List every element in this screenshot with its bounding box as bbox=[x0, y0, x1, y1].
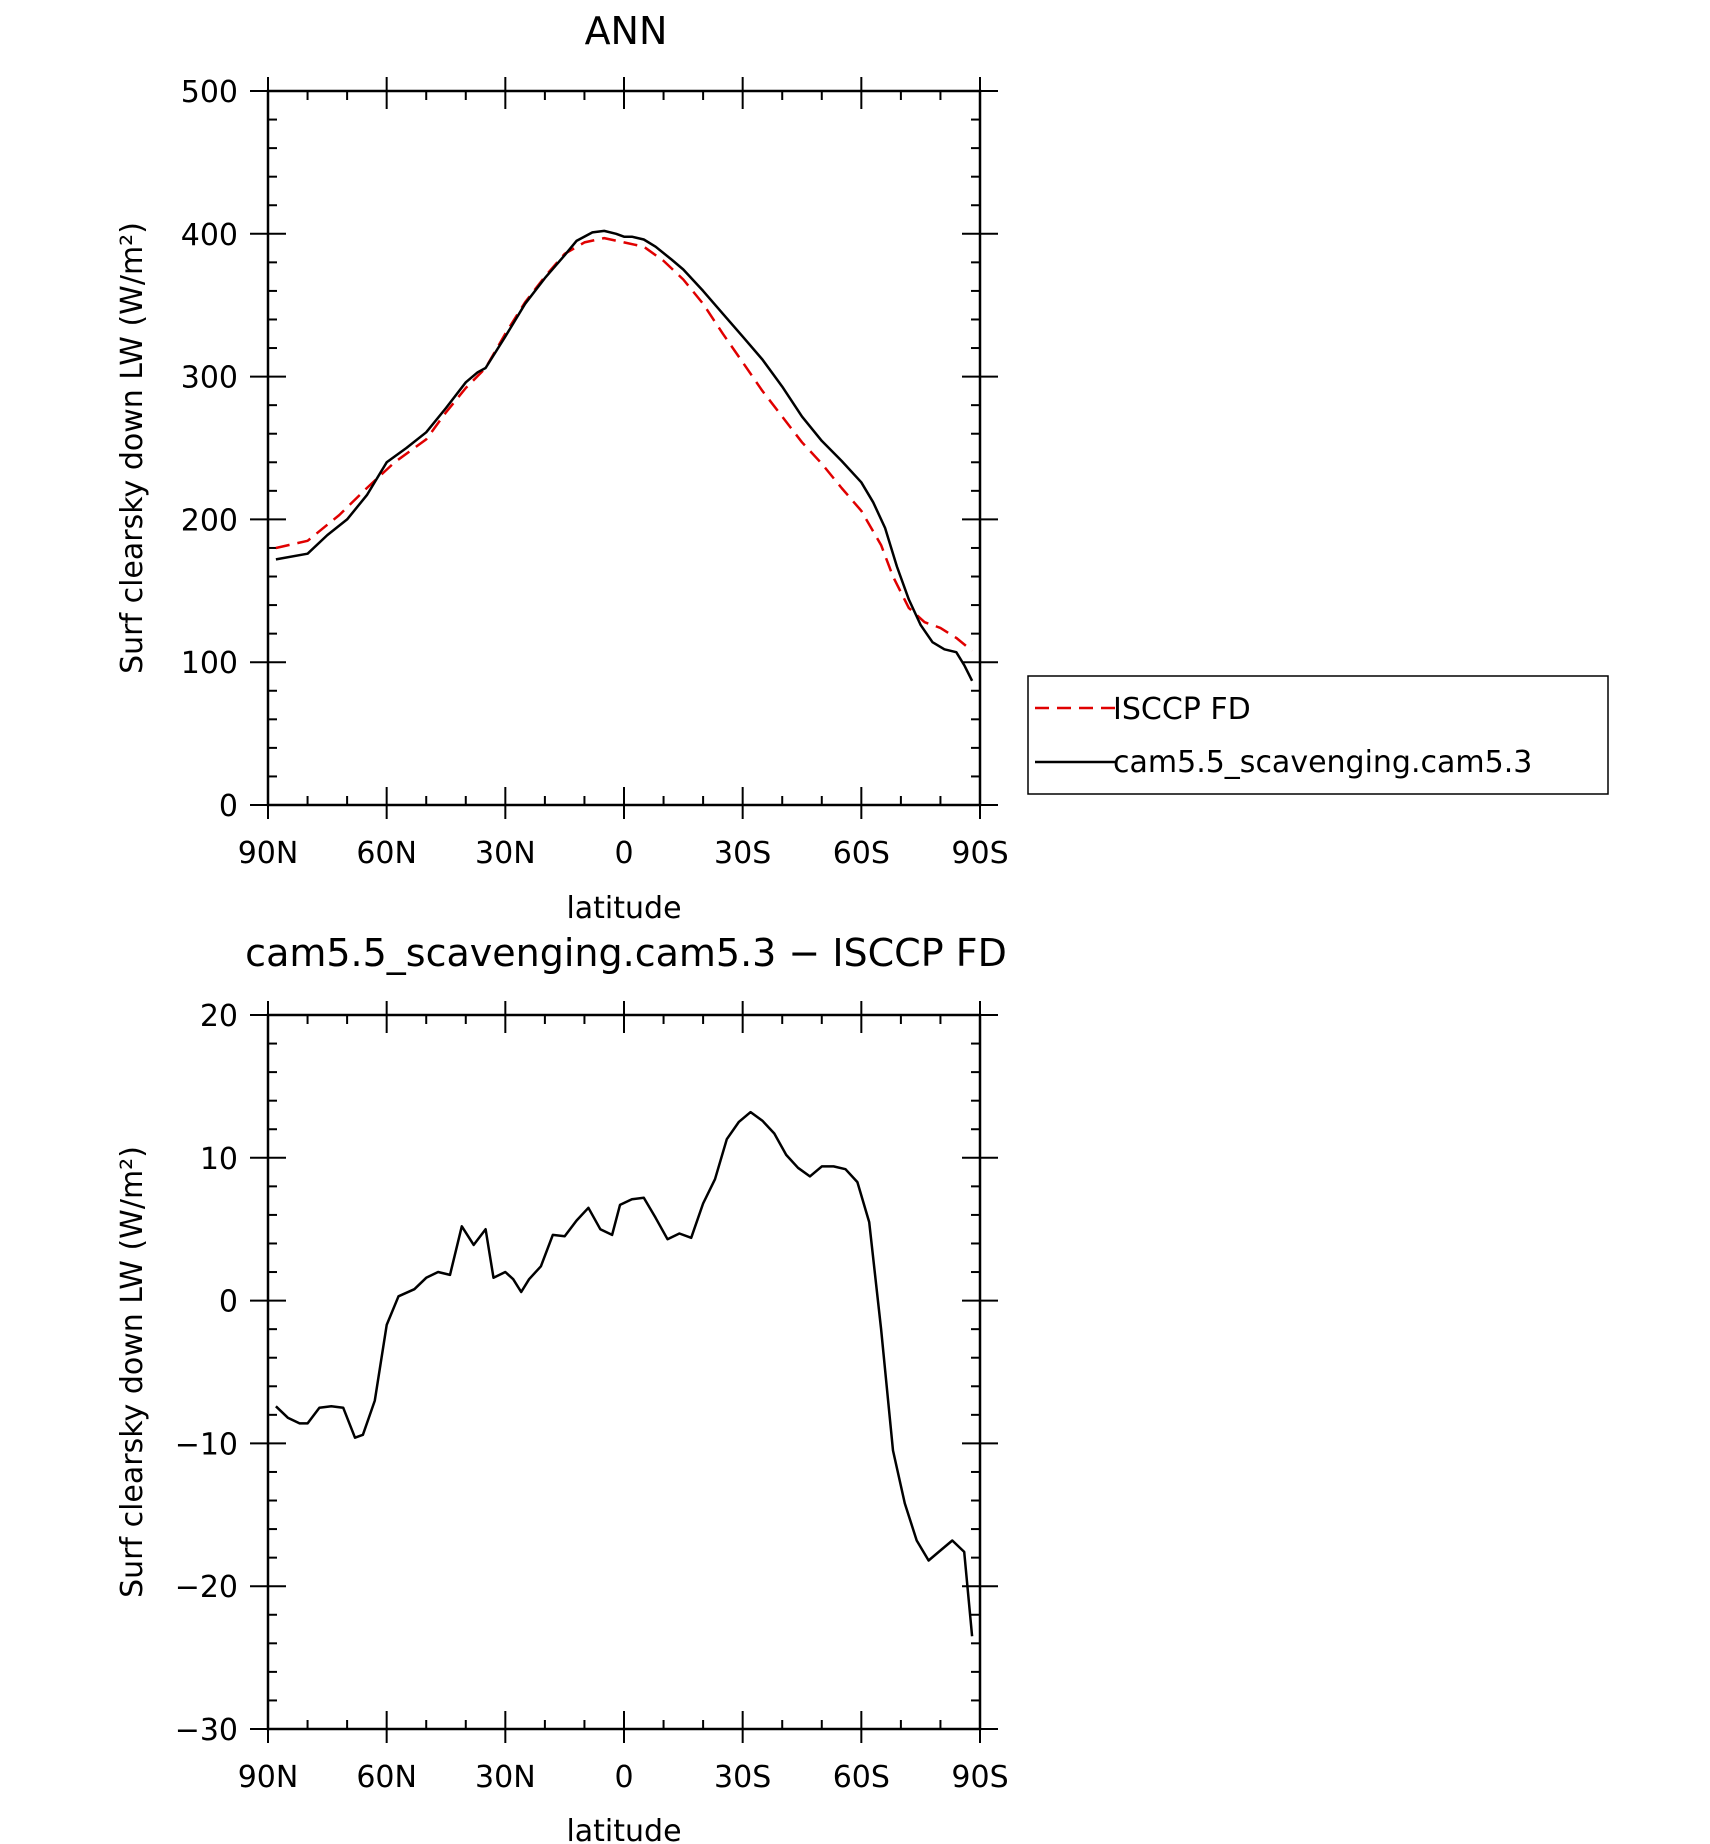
bottom-x-tick-label: 60S bbox=[833, 1760, 890, 1795]
top-x-tick-label: 90N bbox=[238, 836, 299, 871]
legend-label-isccp: ISCCP FD bbox=[1113, 692, 1251, 727]
bottom-x-axis-label: latitude bbox=[566, 1814, 681, 1844]
top-plot-frame bbox=[266, 89, 982, 807]
top-x-axis-label: latitude bbox=[566, 891, 681, 926]
bottom-y-tick-label: −20 bbox=[175, 1570, 238, 1605]
top-x-tick-label: 0 bbox=[614, 836, 633, 871]
bottom-plot-group: 90N 60N 30N 0 30S 60S 90S −30 −20 −10 0 10 20 bbox=[175, 999, 1009, 1795]
top-plot-group: 90N 60N 30N 0 30S 60S 90S 0 100 200 300 400 500 bbox=[181, 75, 1009, 871]
legend: ISCCP FD cam5.5_scavenging.cam5.3 bbox=[1027, 675, 1609, 795]
bottom-y-tick-label: −10 bbox=[175, 1427, 238, 1462]
bottom-x-tick-label: 90S bbox=[951, 1760, 1008, 1795]
bottom-panel: cam5.5_scavenging.cam5.3 − ISCCP FD 90N 6… bbox=[115, 931, 1009, 1844]
bottom-x-tick-label: 30S bbox=[714, 1760, 771, 1795]
top-x-tick-label: 30S bbox=[714, 836, 771, 871]
top-title: ANN bbox=[585, 9, 668, 53]
top-x-tick-label: 60S bbox=[833, 836, 890, 871]
top-ticks bbox=[250, 77, 998, 819]
bottom-tick-labels: 90N 60N 30N 0 30S 60S 90S −30 −20 −10 0 10 20 bbox=[175, 999, 1009, 1795]
bottom-lines bbox=[275, 1110, 974, 1637]
bottom-y-axis-label: Surf clearsky down LW (W/m²) bbox=[115, 1146, 150, 1598]
top-y-axis-label: Surf clearsky down LW (W/m²) bbox=[115, 222, 150, 674]
bottom-series-cam-line bbox=[275, 1110, 974, 1637]
bottom-y-tick-label: 0 bbox=[219, 1285, 238, 1320]
bottom-plot-frame bbox=[266, 1013, 982, 1731]
legend-box bbox=[1027, 675, 1609, 795]
bottom-y-tick-label: 20 bbox=[200, 999, 238, 1034]
bottom-x-tick-label: 90N bbox=[238, 1760, 299, 1795]
top-lines bbox=[275, 229, 974, 682]
top-x-tick-label: 60N bbox=[356, 836, 417, 871]
top-y-tick-label: 500 bbox=[181, 75, 238, 110]
bottom-title: cam5.5_scavenging.cam5.3 − ISCCP FD bbox=[245, 931, 1007, 975]
top-y-tick-label: 0 bbox=[219, 789, 238, 824]
top-series-isccp-fd-line bbox=[275, 236, 973, 652]
top-y-tick-label: 100 bbox=[181, 646, 238, 681]
bottom-x-tick-label: 60N bbox=[356, 1760, 417, 1795]
bottom-y-tick-label: −30 bbox=[175, 1713, 238, 1748]
top-tick-labels: 90N 60N 30N 0 30S 60S 90S 0 100 200 300 400 500 bbox=[181, 75, 1009, 871]
top-x-tick-label: 30N bbox=[475, 836, 536, 871]
top-y-tick-label: 400 bbox=[181, 218, 238, 253]
bottom-y-tick-label: 10 bbox=[200, 1142, 238, 1177]
top-x-tick-label: 90S bbox=[951, 836, 1008, 871]
top-y-tick-label: 300 bbox=[181, 361, 238, 396]
bottom-x-tick-label: 30N bbox=[475, 1760, 536, 1795]
top-y-tick-label: 200 bbox=[181, 503, 238, 538]
bottom-x-tick-label: 0 bbox=[614, 1760, 633, 1795]
legend-label-cam: cam5.5_scavenging.cam5.3 bbox=[1113, 745, 1532, 780]
top-panel: ANN 90N 60N 30N 0 30S 60S 90S0100200300400500 … bbox=[115, 9, 1009, 926]
bottom-ticks bbox=[250, 1001, 998, 1743]
top-series-cam-line bbox=[275, 229, 974, 682]
